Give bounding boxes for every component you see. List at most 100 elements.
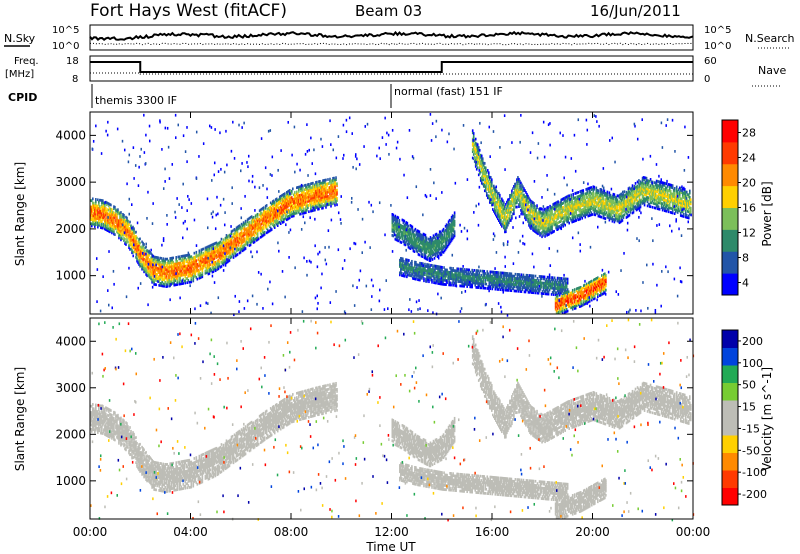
power-cell [608,201,611,205]
power-cell [306,187,308,191]
power-cell [326,197,328,201]
power-cell [308,199,310,203]
power-cell [406,238,409,242]
power-cell [652,202,655,205]
power-cell [593,202,596,206]
power-cell [436,249,439,252]
power-cell [514,193,516,197]
power-cell [268,206,271,210]
power-cell [232,249,235,253]
power-cell [423,250,426,253]
power-cell [502,220,504,224]
power-cell [526,216,528,219]
power-cell [242,231,245,235]
power-cell [545,211,547,215]
power-cell [611,203,614,206]
power-cell [245,233,248,237]
power-cell [614,204,617,207]
power-cell [248,231,251,235]
power-cell [96,215,98,218]
power-cell [541,212,543,215]
power-cell [542,227,544,231]
power-cell [564,200,566,204]
power-cell [192,271,195,274]
nave-trace [90,72,693,75]
power-cell [450,232,453,236]
power-cell [177,268,180,271]
power-cell [515,193,517,196]
power-cell [394,227,397,231]
power-cell [602,212,605,216]
power-cell [201,275,204,279]
power-cell [533,208,535,212]
power-cell [141,240,143,244]
power-cell [240,233,243,237]
power-cell [256,212,259,216]
power-cell [596,191,599,194]
power-cell [312,198,314,202]
power-cell [130,232,132,236]
power-cell [266,228,269,232]
power-cell [593,208,596,212]
power-cell [250,232,253,235]
power-cell [226,237,229,241]
power-cell [208,257,211,261]
power-cell [548,209,550,213]
power-cell [298,211,300,214]
power-cell [235,247,238,251]
power-cell [505,228,507,231]
power-cell [638,189,641,193]
power-cell [589,199,592,202]
power-cell [224,247,227,251]
power-cell [564,198,566,202]
power-cell [205,248,208,252]
power-cell [572,220,575,223]
power-cell [614,214,617,218]
power-cell [504,213,506,217]
power-cell [395,238,398,242]
power-cell [448,239,451,243]
power-cell [507,223,509,227]
power-cell [139,262,141,266]
power-cell [639,193,642,196]
power-cell [97,215,99,218]
power-cell [589,207,592,211]
power-cell [437,233,440,237]
power-cell [122,219,124,223]
power-cell [434,252,437,255]
power-cell [156,256,158,259]
power-cell [589,209,592,213]
power-cell [571,199,573,203]
power-cell [638,183,641,186]
power-cell [324,187,326,190]
power-cell [481,161,484,165]
power-cell [296,205,298,208]
power-cell [392,213,395,217]
power-cell [542,223,544,227]
power-cell [567,207,569,211]
power-cell [476,155,479,159]
power-cell [240,237,243,241]
power-cell [314,196,316,199]
power-cell [230,232,233,236]
power-cell [149,263,151,267]
power-cell [441,239,444,243]
power-cell [299,202,301,206]
power-cell [209,244,212,248]
power-cell [159,260,161,264]
power-cell [321,181,323,185]
power-cell [263,216,266,219]
power-cell [480,177,483,181]
power-cell [118,221,120,225]
power-cell [511,200,513,203]
power-cell [164,280,166,284]
power-cell [472,146,475,150]
power-cell [601,201,604,205]
power-cell [398,219,401,222]
power-cell [626,204,629,208]
power-cell [286,194,289,198]
power-cell [509,215,511,218]
power-cell [522,189,524,193]
power-cell [606,192,609,196]
power-cell [318,199,320,202]
